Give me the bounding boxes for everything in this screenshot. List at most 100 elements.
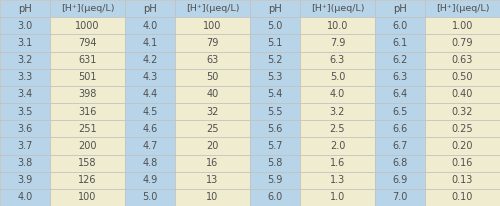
Bar (425, 172, 500, 189)
Text: 4.3: 4.3 (142, 72, 158, 82)
Bar (125, 189, 175, 206)
Text: 100: 100 (204, 21, 222, 31)
Bar (250, 34, 300, 52)
Text: pH: pH (268, 4, 282, 14)
Bar (50, 137, 125, 154)
Bar (125, 154, 175, 172)
Text: 3.1: 3.1 (18, 38, 32, 48)
Text: 13: 13 (206, 175, 218, 185)
Bar (250, 86, 300, 103)
Text: 20: 20 (206, 141, 218, 151)
Bar (50, 17, 125, 34)
Bar (300, 86, 375, 103)
Bar (175, 69, 250, 86)
Bar (175, 17, 250, 34)
Text: 0.40: 0.40 (452, 89, 473, 99)
Bar (125, 86, 175, 103)
Bar (375, 0, 425, 17)
Bar (175, 189, 250, 206)
Bar (0, 189, 50, 206)
Bar (0, 52, 50, 69)
Text: 79: 79 (206, 38, 218, 48)
Text: 4.8: 4.8 (142, 158, 158, 168)
Bar (50, 69, 125, 86)
Text: 251: 251 (78, 124, 97, 134)
Bar (0, 120, 50, 137)
Bar (375, 120, 425, 137)
Bar (0, 17, 50, 34)
Text: 6.9: 6.9 (392, 175, 407, 185)
Text: 6.2: 6.2 (392, 55, 407, 65)
Text: 0.13: 0.13 (452, 175, 473, 185)
Text: 4.0: 4.0 (18, 192, 32, 202)
Text: 0.25: 0.25 (452, 124, 473, 134)
Text: 25: 25 (206, 124, 219, 134)
Bar (300, 154, 375, 172)
Bar (300, 34, 375, 52)
Bar (175, 52, 250, 69)
Bar (425, 137, 500, 154)
Bar (300, 17, 375, 34)
Text: 6.6: 6.6 (392, 124, 407, 134)
Text: 4.2: 4.2 (142, 55, 158, 65)
Bar (0, 0, 50, 17)
Bar (125, 137, 175, 154)
Text: 4.0: 4.0 (142, 21, 158, 31)
Bar (50, 86, 125, 103)
Bar (50, 189, 125, 206)
Text: 6.3: 6.3 (330, 55, 345, 65)
Bar (50, 103, 125, 120)
Bar (300, 189, 375, 206)
Text: 3.6: 3.6 (18, 124, 32, 134)
Bar (50, 52, 125, 69)
Bar (0, 137, 50, 154)
Text: 6.8: 6.8 (392, 158, 407, 168)
Bar (0, 154, 50, 172)
Text: 10.0: 10.0 (327, 21, 348, 31)
Text: 3.7: 3.7 (18, 141, 32, 151)
Text: 2.0: 2.0 (330, 141, 345, 151)
Bar (0, 69, 50, 86)
Bar (125, 103, 175, 120)
Text: 6.0: 6.0 (268, 192, 282, 202)
Bar (375, 154, 425, 172)
Bar (425, 189, 500, 206)
Text: 3.4: 3.4 (18, 89, 32, 99)
Text: 158: 158 (78, 158, 97, 168)
Text: [H⁺](μeq/L): [H⁺](μeq/L) (436, 4, 489, 13)
Text: 5.4: 5.4 (268, 89, 282, 99)
Text: 50: 50 (206, 72, 218, 82)
Text: pH: pH (393, 4, 407, 14)
Bar (375, 86, 425, 103)
Text: 3.9: 3.9 (18, 175, 32, 185)
Text: 5.6: 5.6 (268, 124, 282, 134)
Bar (175, 34, 250, 52)
Text: 6.3: 6.3 (392, 72, 407, 82)
Text: 16: 16 (206, 158, 218, 168)
Bar (50, 120, 125, 137)
Bar (250, 17, 300, 34)
Text: 3.2: 3.2 (330, 107, 345, 117)
Bar (250, 52, 300, 69)
Text: 0.10: 0.10 (452, 192, 473, 202)
Bar (175, 0, 250, 17)
Text: 32: 32 (206, 107, 218, 117)
Bar (300, 103, 375, 120)
Text: 5.0: 5.0 (268, 21, 282, 31)
Text: 3.0: 3.0 (18, 21, 32, 31)
Bar (375, 52, 425, 69)
Bar (300, 69, 375, 86)
Text: 10: 10 (206, 192, 218, 202)
Bar (250, 172, 300, 189)
Bar (425, 103, 500, 120)
Bar (0, 86, 50, 103)
Text: 5.3: 5.3 (268, 72, 282, 82)
Text: 5.7: 5.7 (267, 141, 283, 151)
Bar (300, 0, 375, 17)
Bar (125, 17, 175, 34)
Bar (250, 0, 300, 17)
Bar (125, 69, 175, 86)
Bar (0, 34, 50, 52)
Bar (250, 189, 300, 206)
Bar (300, 137, 375, 154)
